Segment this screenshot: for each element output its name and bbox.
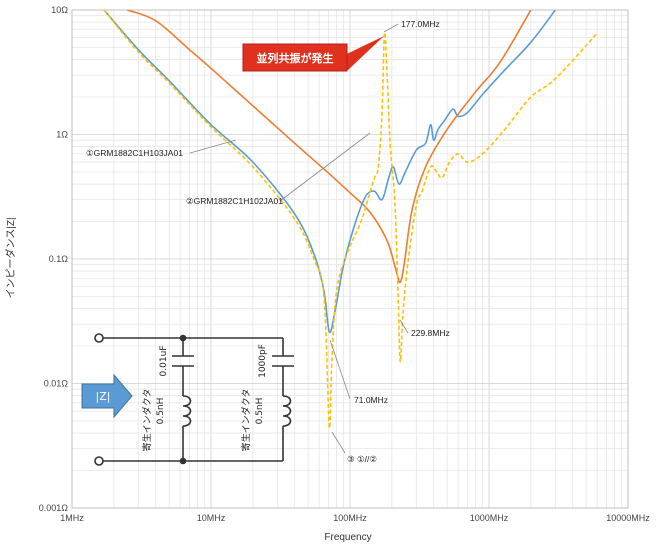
callout-text: 並列共振が発生 [257,51,334,65]
l2-value: 0.5nH [255,398,265,425]
label-177mhz: 177.0MHz [401,19,440,29]
series-blue-line [103,10,556,334]
x-tick-label: 10MHz [197,513,226,523]
label-grm102: ②GRM1882C1H102JA01 [186,196,283,206]
leader-line-2 [279,132,371,202]
plot-area [71,9,629,509]
y-tick-label: 0.001Ω [39,503,69,513]
series-layer [103,10,598,429]
leader-line-6 [329,339,351,400]
y-tick-label: 10Ω [51,5,68,15]
y-tick-label: 1Ω [56,130,68,140]
leader-line-4 [383,23,399,33]
z-arrow: |Z| [81,373,133,419]
x-tick-label: 100MHz [333,513,367,523]
x-axis-title: Frequency [324,532,371,543]
label-parallel: ③ ①//② [347,454,377,464]
terminal-bottom [94,456,104,466]
l2-name: 寄生インダクタ [240,389,252,452]
label-grm103: ①GRM1882C1H103JA01 [86,148,183,158]
x-tick-label: 1MHz [60,513,84,523]
x-tick-label: 10000MHz [606,513,650,523]
label-71mhz: 71.0MHz [354,395,388,405]
c1-value: 0.01uF [159,346,169,377]
label-229mhz: 229.8MHz [411,328,450,338]
c2-value: 1000pF [258,344,268,378]
series-yellow-dashed-line [103,10,598,429]
y-axis-title: インピーダンス|Z| [4,217,17,298]
circuit-diagram [94,333,294,466]
resonance-callout: 並列共振が発生 [242,36,384,72]
leader-line-1 [189,139,237,154]
z-arrow-label: |Z| [96,390,111,403]
l1-name: 寄生インダクタ [141,389,153,452]
l1-value: 0.5nH [156,398,166,425]
y-tick-label: 0.1Ω [49,254,69,264]
terminal-top [94,333,104,343]
annotations-layer: ①GRM1882C1H103JA01 ②GRM1882C1H102JA01 ③ … [86,19,450,464]
axis-ticks: 1MHz 10MHz 100MHz 1000MHz 10000MHz 10Ω 1Ω 0.1Ω 0… [39,5,651,523]
x-tick-label: 1000MHz [470,513,509,523]
leader-line-3 [331,431,346,454]
leader-line-5 [399,319,409,334]
y-tick-label: 0.01Ω [44,379,69,389]
plot-border-rect [71,9,629,509]
series-orange-line [127,10,532,284]
